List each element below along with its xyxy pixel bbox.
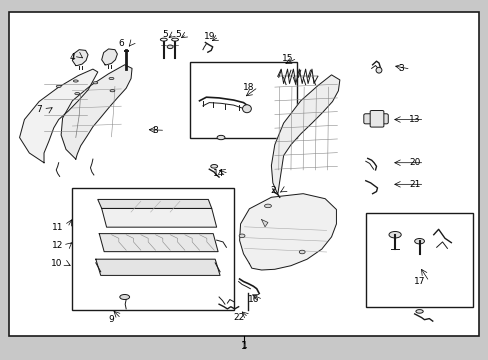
Ellipse shape [375,67,381,73]
Polygon shape [99,234,218,252]
Ellipse shape [388,231,401,238]
Ellipse shape [73,80,78,82]
Ellipse shape [110,90,115,92]
Ellipse shape [264,204,271,208]
Text: 9: 9 [108,315,114,324]
Text: 1: 1 [241,341,247,350]
Polygon shape [261,220,267,227]
Polygon shape [271,75,339,194]
Text: 11: 11 [52,223,63,232]
Ellipse shape [217,135,224,140]
Bar [365,213,472,307]
Ellipse shape [414,238,424,244]
Text: 15: 15 [281,54,293,63]
Bar [9,12,478,336]
Text: 13: 13 [408,115,420,124]
Ellipse shape [210,165,217,168]
Ellipse shape [160,38,167,41]
Text: 8: 8 [152,126,158,135]
Polygon shape [98,199,211,208]
Text: 17: 17 [413,277,425,286]
Text: 2: 2 [269,186,275,195]
Ellipse shape [242,105,251,113]
Ellipse shape [56,85,61,87]
Polygon shape [61,65,132,159]
Ellipse shape [299,250,305,254]
FancyBboxPatch shape [363,114,387,124]
Text: 18: 18 [242,83,254,91]
Ellipse shape [93,82,98,84]
Bar [72,188,233,310]
Ellipse shape [415,310,423,313]
FancyBboxPatch shape [369,111,383,127]
Text: 21: 21 [408,180,420,189]
Ellipse shape [171,38,178,41]
Text: 12: 12 [52,241,63,250]
Text: 1: 1 [241,341,247,351]
Text: 14: 14 [213,169,224,178]
Polygon shape [102,208,216,227]
Text: 5: 5 [175,30,181,39]
Text: 19: 19 [203,32,215,41]
Text: 10: 10 [51,259,62,268]
Polygon shape [96,259,220,275]
Ellipse shape [75,93,80,95]
Bar [189,62,297,138]
Polygon shape [96,263,220,272]
Text: 3: 3 [397,64,403,73]
Text: 5: 5 [162,30,168,39]
Ellipse shape [120,294,129,300]
Polygon shape [72,50,88,66]
Ellipse shape [109,77,114,80]
Ellipse shape [167,45,173,49]
Text: 16: 16 [247,295,259,304]
Text: 6: 6 [118,39,124,48]
Polygon shape [239,194,336,270]
Polygon shape [102,49,117,65]
Polygon shape [20,69,98,163]
Text: 7: 7 [36,105,42,114]
Ellipse shape [239,234,244,238]
Text: 20: 20 [408,158,420,167]
Text: 4: 4 [69,53,75,62]
Text: 22: 22 [232,313,244,322]
